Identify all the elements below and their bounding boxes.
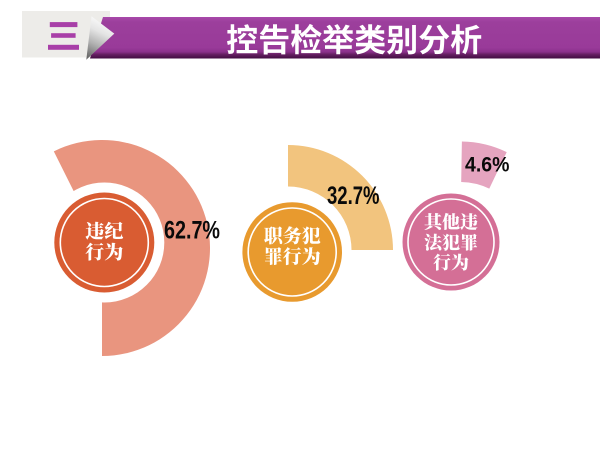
svg-text:62.7%: 62.7% [164,217,220,245]
svg-text:4.6%: 4.6% [465,152,510,176]
svg-text:32.7%: 32.7% [327,182,380,210]
